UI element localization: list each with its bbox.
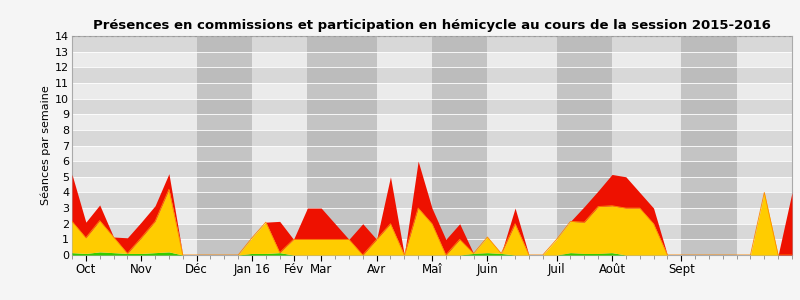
Bar — [557, 36, 612, 255]
Bar — [307, 36, 377, 255]
Bar — [72, 161, 792, 177]
Bar — [72, 177, 792, 192]
Bar — [72, 99, 792, 114]
Bar — [72, 146, 792, 161]
Bar — [72, 114, 792, 130]
Bar — [72, 192, 792, 208]
Bar — [72, 36, 792, 52]
Bar — [72, 130, 792, 146]
Bar — [432, 36, 487, 255]
Bar — [72, 67, 792, 83]
Bar — [72, 208, 792, 224]
Bar — [72, 52, 792, 67]
Bar — [72, 224, 792, 239]
Y-axis label: Séances par semaine: Séances par semaine — [41, 85, 51, 206]
Bar — [72, 239, 792, 255]
Title: Présences en commissions et participation en hémicycle au cours de la session 20: Présences en commissions et participatio… — [93, 19, 771, 32]
Bar — [197, 36, 252, 255]
Bar — [72, 83, 792, 99]
Bar — [682, 36, 737, 255]
Bar — [72, 20, 792, 36]
